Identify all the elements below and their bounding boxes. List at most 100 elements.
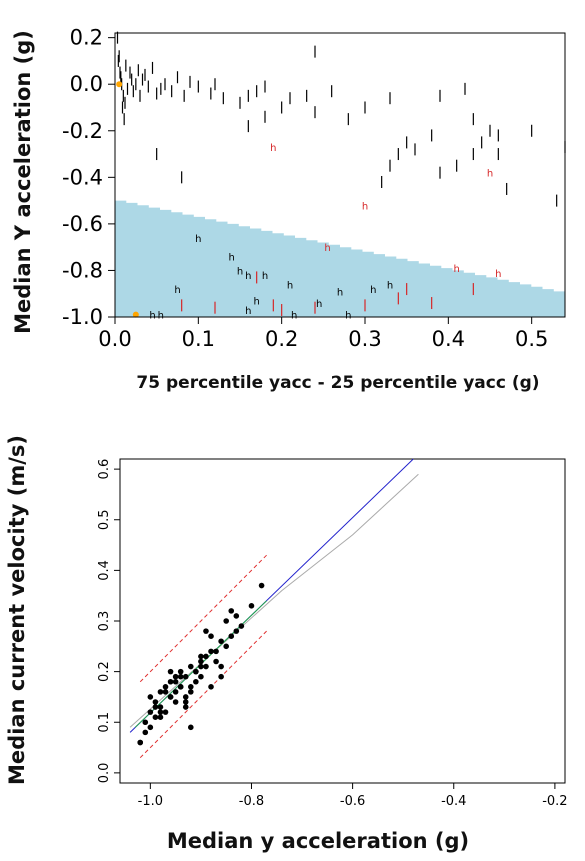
data-point xyxy=(162,684,169,690)
data-point xyxy=(177,673,184,680)
data-point xyxy=(258,582,265,589)
bottom-chart: -1.0 -0.8 -0.6 -0.4 -0.2 0.00.10.20.30.40.50… xyxy=(5,435,568,853)
y-tick-label: 0.3 xyxy=(97,611,112,632)
data-mark: h xyxy=(453,264,459,275)
x-tick-label: 0.4 xyxy=(432,327,465,351)
data-mark xyxy=(116,81,123,88)
data-mark: h xyxy=(174,285,180,296)
top-y-ticks: 0.2 0.0 -0.2 -0.4 -0.6 -0.8 -1.0 xyxy=(62,26,115,329)
data-point xyxy=(193,668,199,675)
data-mark: h xyxy=(158,311,164,322)
data-mark: h xyxy=(291,311,297,322)
data-point xyxy=(218,663,224,670)
data-mark: h xyxy=(324,243,330,254)
data-point xyxy=(238,623,245,629)
top-x-ticks: 0.0 0.1 0.2 0.3 0.4 0.5 xyxy=(98,317,548,351)
top-x-axis-title: 75 percentile yacc - 25 percentile yacc … xyxy=(136,373,539,393)
data-point xyxy=(198,658,204,665)
data-point xyxy=(157,704,164,710)
x-tick-label: 0.0 xyxy=(98,327,131,351)
data-point xyxy=(203,653,209,660)
data-point xyxy=(213,658,219,665)
data-point xyxy=(233,628,240,634)
y-tick-label: -0.8 xyxy=(62,258,103,282)
data-mark: h xyxy=(245,271,251,282)
data-point xyxy=(152,714,159,720)
shaded-region xyxy=(115,200,565,317)
data-point xyxy=(208,633,214,639)
data-point xyxy=(172,673,179,680)
data-point xyxy=(182,694,189,700)
x-tick-label: -0.8 xyxy=(239,794,264,809)
x-tick-label: -0.4 xyxy=(441,794,466,809)
bottom-y-axis-title: Median current velocity (m/s) xyxy=(5,435,29,785)
data-point xyxy=(147,724,154,731)
data-point xyxy=(198,653,204,660)
data-point xyxy=(152,704,159,710)
data-point xyxy=(147,709,154,715)
data-point xyxy=(223,618,229,624)
data-mark: h xyxy=(237,266,243,277)
bottom-chart-lines xyxy=(129,458,419,759)
data-point xyxy=(167,694,174,700)
data-point xyxy=(193,678,199,685)
data-mark xyxy=(132,311,139,318)
interval-line xyxy=(139,630,267,759)
data-point xyxy=(248,603,255,609)
data-point xyxy=(218,638,224,645)
data-point xyxy=(182,704,189,710)
data-point xyxy=(157,689,164,695)
y-tick-label: 0.4 xyxy=(97,560,112,581)
data-point xyxy=(157,709,164,715)
x-tick-label: 0.2 xyxy=(265,327,298,351)
data-point xyxy=(233,613,240,619)
data-point xyxy=(147,694,154,700)
x-tick-label: 0.5 xyxy=(515,327,548,351)
data-point xyxy=(182,699,189,705)
data-mark: h xyxy=(228,252,234,263)
data-mark: h xyxy=(387,280,393,291)
data-point xyxy=(187,663,194,670)
data-point xyxy=(142,729,149,736)
y-tick-label: -0.2 xyxy=(62,119,103,143)
data-mark: h xyxy=(337,287,343,298)
data-point xyxy=(228,633,235,639)
data-point xyxy=(162,709,169,715)
data-point xyxy=(142,719,149,726)
y-tick-label: 0.6 xyxy=(97,459,112,480)
data-mark: h xyxy=(253,297,259,308)
x-tick-label: 0.3 xyxy=(348,327,381,351)
data-point xyxy=(213,648,219,655)
bottom-chart-points xyxy=(137,582,265,746)
data-mark: h xyxy=(262,271,268,282)
y-tick-label: 0.2 xyxy=(97,661,112,682)
bottom-plot-frame xyxy=(119,458,566,784)
y-tick-label: 0.0 xyxy=(97,763,112,784)
data-point xyxy=(172,678,179,685)
bottom-x-axis-title: Median y acceleration (g) xyxy=(167,829,469,853)
bottom-x-ticks: -1.0 -0.8 -0.6 -0.4 -0.2 xyxy=(138,783,568,809)
top-y-axis-title: Median Y acceleration (g) xyxy=(11,30,35,334)
data-mark: h xyxy=(149,311,155,322)
data-mark: h xyxy=(287,280,293,291)
y-tick-label: -0.4 xyxy=(62,165,103,189)
data-point xyxy=(172,699,179,705)
data-point xyxy=(203,628,209,634)
data-point xyxy=(177,684,184,690)
data-point xyxy=(187,684,194,690)
data-point xyxy=(162,689,169,695)
x-tick-label: -0.6 xyxy=(340,794,365,809)
data-point xyxy=(187,689,194,695)
data-point xyxy=(203,663,209,670)
fit-line xyxy=(129,473,419,728)
data-mark: h xyxy=(370,285,376,296)
data-mark: h xyxy=(245,306,251,317)
data-point xyxy=(198,673,204,680)
data-mark: h xyxy=(495,269,501,280)
y-tick-label: 0.2 xyxy=(70,26,103,50)
data-mark: h xyxy=(195,234,201,245)
data-point xyxy=(167,678,174,685)
data-point xyxy=(177,668,184,675)
